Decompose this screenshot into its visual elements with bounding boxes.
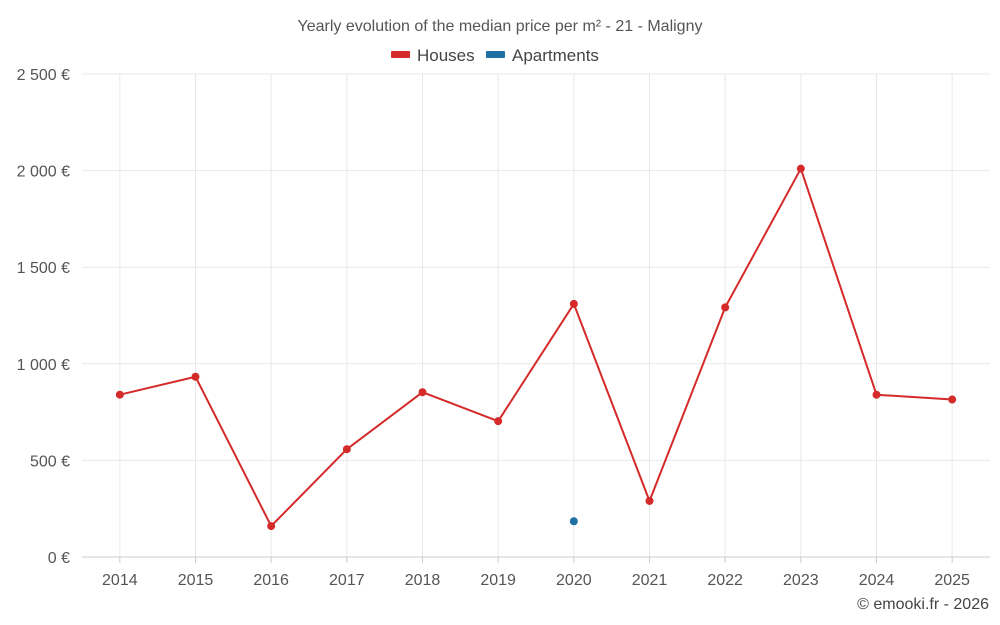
series-apartments [569, 517, 578, 526]
data-point-houses[interactable] [494, 417, 503, 426]
gridlines [82, 73, 990, 557]
x-tick-label: 2022 [707, 572, 743, 589]
y-tick-label: 2 500 € [17, 67, 70, 84]
legend-item-apartments[interactable]: Apartments [486, 46, 599, 65]
legend-swatch-houses [391, 51, 410, 58]
data-point-houses[interactable] [342, 445, 351, 454]
legend-label-houses: Houses [417, 46, 475, 65]
x-tick-label: 2017 [329, 572, 365, 589]
x-tick-label: 2021 [632, 572, 668, 589]
x-tick-label: 2024 [859, 572, 895, 589]
data-point-houses[interactable] [267, 522, 276, 531]
x-axis: 2014 2015 2016 2017 2018 2019 2020 2021 2022 2023… [82, 556, 990, 589]
x-tick-label: 2016 [253, 572, 289, 589]
data-point-apartments[interactable] [569, 517, 578, 526]
data-point-houses[interactable] [569, 299, 578, 308]
data-point-houses[interactable] [872, 390, 881, 399]
data-point-houses[interactable] [796, 164, 805, 173]
x-tick-label: 2020 [556, 572, 592, 589]
y-tick-label: 500 € [30, 453, 70, 470]
y-tick-label: 2 000 € [17, 164, 70, 181]
data-point-houses[interactable] [191, 372, 200, 381]
credit: © emooki.fr - 2026 [857, 596, 989, 613]
legend-item-houses[interactable]: Houses [391, 46, 475, 65]
data-point-houses[interactable] [645, 496, 654, 505]
legend: Houses Apartments [391, 46, 599, 65]
legend-label-apartments: Apartments [512, 46, 599, 65]
plot-area [115, 164, 957, 531]
y-tick-label: 1 500 € [17, 260, 70, 277]
x-tick-label: 2023 [783, 572, 819, 589]
series-line-houses [119, 167, 953, 528]
x-tick-label: 2019 [480, 572, 516, 589]
data-point-houses[interactable] [721, 303, 730, 312]
x-tick-label: 2015 [178, 572, 214, 589]
x-tick-label: 2018 [405, 572, 441, 589]
data-point-houses[interactable] [115, 390, 124, 399]
series-houses [115, 164, 957, 531]
legend-swatch-apartments [486, 51, 505, 58]
y-axis: 0 € 500 € 1 000 € 1 500 € 2 000 € 2 500 € [17, 67, 70, 567]
y-tick-label: 1 000 € [17, 357, 70, 374]
chart-title: Yearly evolution of the median price per… [298, 18, 703, 35]
x-tick-label: 2025 [934, 572, 970, 589]
x-tick-label: 2014 [102, 572, 138, 589]
y-tick-label: 0 € [48, 550, 70, 567]
data-point-houses[interactable] [948, 395, 957, 404]
data-point-houses[interactable] [418, 388, 427, 397]
